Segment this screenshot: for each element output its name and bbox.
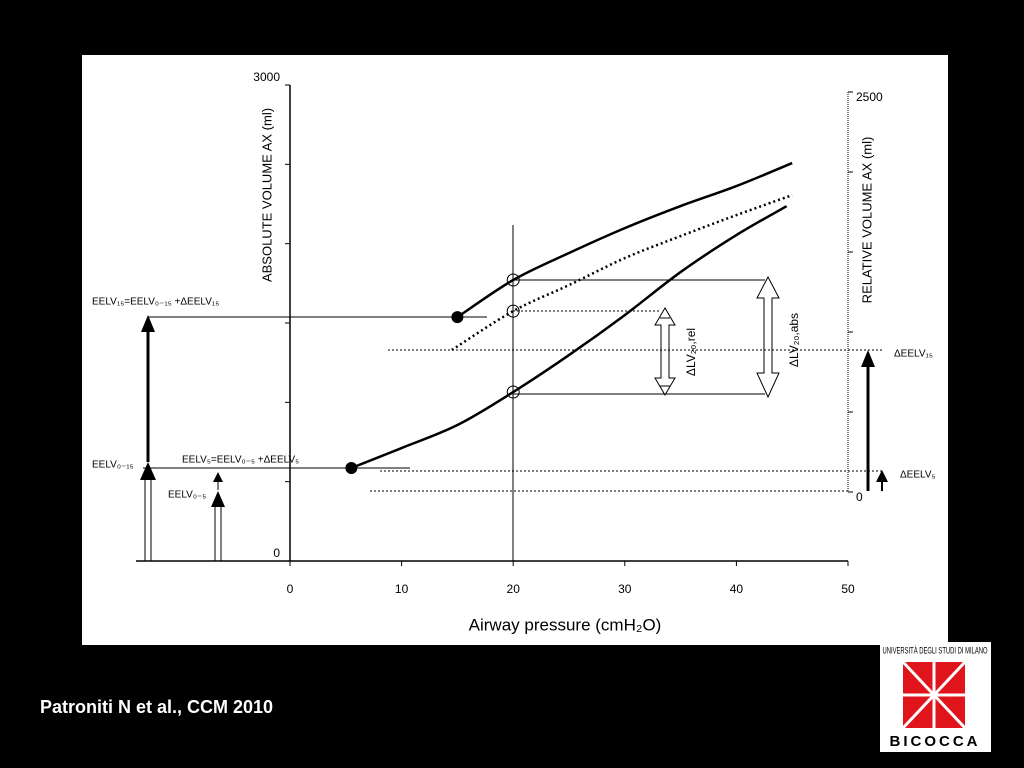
y-tick-label: 0 bbox=[273, 546, 280, 560]
annotation: ΔEELV₅ bbox=[900, 470, 936, 481]
point-marker bbox=[451, 311, 464, 324]
logo: UNIVERSITÀ DEGLI STUDI DI MILANO BICOCCA bbox=[880, 642, 991, 752]
x-tick-label: 50 bbox=[841, 582, 855, 596]
logo-text: BICOCCA bbox=[890, 733, 981, 750]
y-tick-label: 3000 bbox=[253, 70, 280, 84]
annotation: ΔEELV₁₅ bbox=[894, 349, 933, 360]
x-tick-label: 0 bbox=[287, 582, 294, 596]
annotation: ΔLV₂₀,abs bbox=[787, 313, 801, 367]
point-marker bbox=[506, 304, 520, 318]
annotation: ΔLV₂₀,rel bbox=[684, 328, 698, 376]
y2-label: RELATIVE VOLUME AX (ml) bbox=[859, 137, 874, 304]
arrowheads bbox=[140, 315, 888, 507]
y-label: ABSOLUTE VOLUME AX (ml) bbox=[259, 108, 274, 282]
point-marker bbox=[506, 385, 520, 399]
series-line bbox=[350, 205, 788, 470]
annotation: EELV₁₅=EELV₀₋₁₅ +ΔEELV₁₅ bbox=[92, 297, 219, 308]
point-marker bbox=[345, 462, 358, 475]
series-line bbox=[456, 161, 793, 319]
y2-tick-label: 2500 bbox=[856, 90, 883, 104]
x-tick-label: 30 bbox=[618, 582, 632, 596]
y2-tick-label: 0 bbox=[856, 490, 863, 504]
panel bbox=[82, 55, 948, 645]
x-tick-label: 10 bbox=[395, 582, 409, 596]
x-tick-label: 20 bbox=[507, 582, 521, 596]
annotation: EELV₅=EELV₀₋₅ +ΔEELV₅ bbox=[182, 455, 299, 466]
footer: Patroniti N et al., CCM 2010 bbox=[40, 697, 273, 717]
point-marker bbox=[506, 273, 520, 287]
x-tick-label: 40 bbox=[730, 582, 744, 596]
series-line bbox=[451, 193, 793, 352]
x-label: Airway pressure (cmH₂O) bbox=[469, 615, 662, 634]
annotation: EELV₀₋₁₅ bbox=[92, 460, 134, 471]
logo-text: UNIVERSITÀ DEGLI STUDI DI MILANO bbox=[883, 645, 988, 655]
annotation: EELV₀₋₅ bbox=[168, 490, 206, 501]
